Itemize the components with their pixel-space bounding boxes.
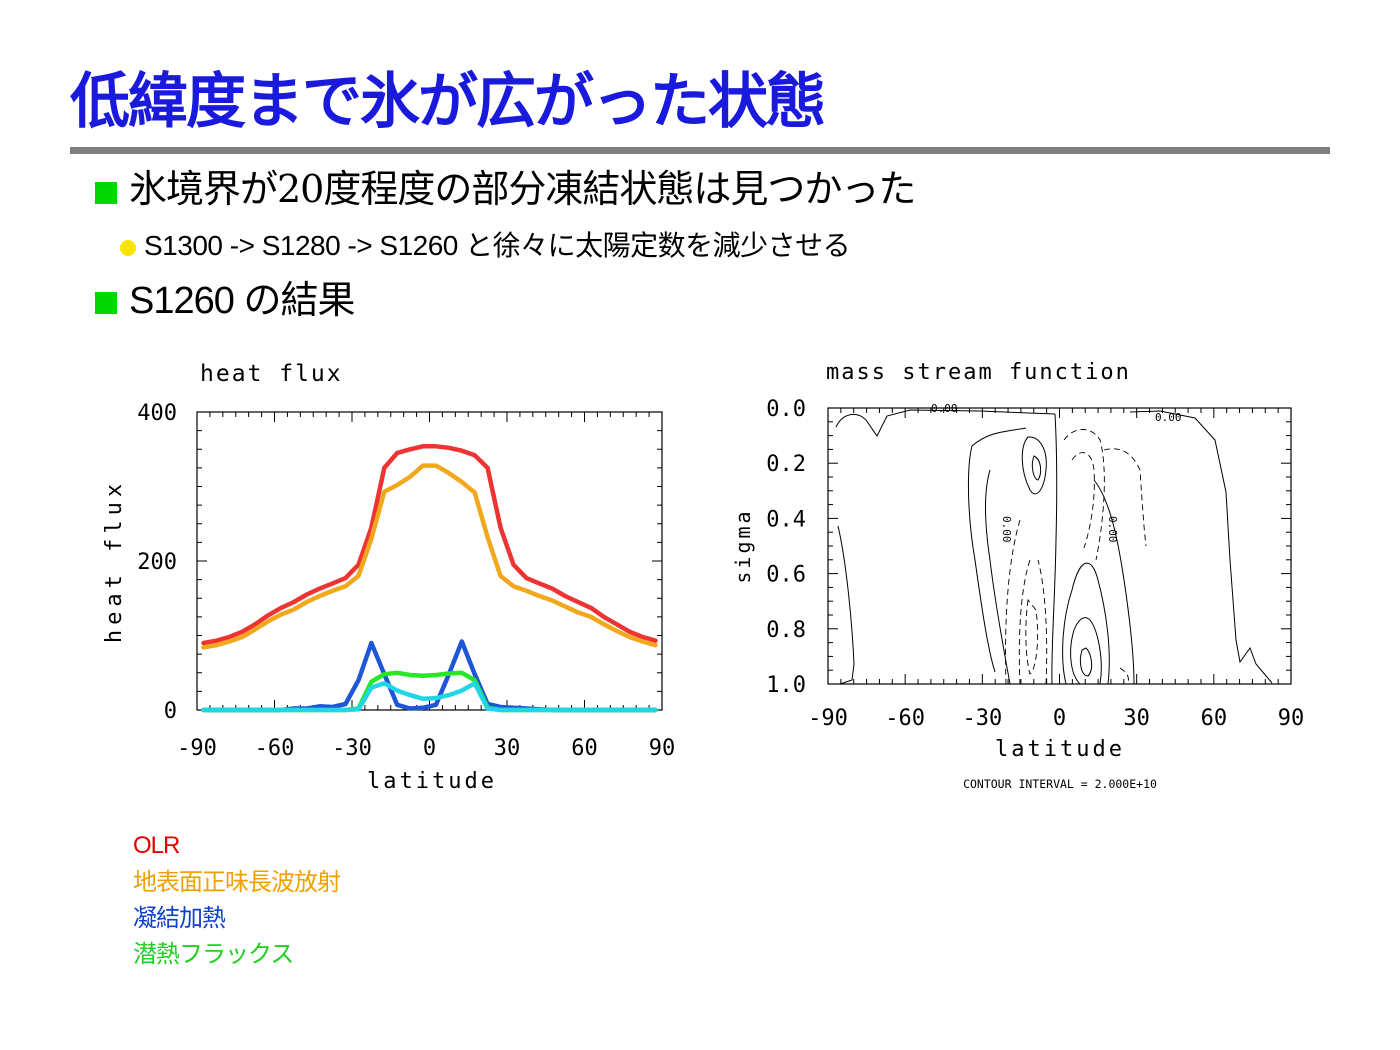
- chart2-y-tick-labels: 0.0 0.2 0.4 0.6 0.8 1.0: [766, 397, 806, 698]
- contour-line: [1103, 448, 1147, 547]
- dot-bullet-icon: [120, 239, 136, 256]
- chart2-ticks: [827, 407, 1292, 685]
- chart2-y-label: sigma: [731, 508, 755, 583]
- legend-item: 凝結加熱: [133, 904, 226, 932]
- contour-label: 0.00: [931, 402, 958, 415]
- contour-label: 0.00: [1106, 516, 1119, 543]
- y-tick-label: 0.8: [766, 618, 806, 643]
- square-bullet-icon: [95, 181, 117, 204]
- chart1-y-label: heat flux: [102, 479, 127, 643]
- contour-line: [1062, 562, 1110, 685]
- chart2-x-tick-labels: -90 -60 -30 0 30 60 90: [808, 706, 1304, 731]
- y-tick-label: 1.0: [766, 673, 806, 698]
- chart2-x-label: latitude: [995, 737, 1125, 762]
- contour-line: [985, 469, 1011, 685]
- contour-line: [1071, 452, 1095, 549]
- y-tick-label: 200: [137, 550, 177, 575]
- slide-title: 低緯度まで氷が広がった状態: [70, 67, 826, 137]
- x-tick-label: -60: [885, 706, 925, 731]
- y-tick-label: 0.6: [766, 563, 806, 588]
- contour-line: [837, 525, 855, 685]
- y-tick-label: 400: [137, 401, 177, 426]
- x-tick-label: 30: [1123, 706, 1150, 731]
- sub-bullet-1: S1300 -> S1280 -> S1260 と徐々に太陽定数を減少させる: [120, 230, 851, 261]
- stream-function-chart: mass stream function -90 -60 -30 0 30 60 90 0.…: [731, 360, 1304, 791]
- x-tick-label: 90: [649, 736, 676, 761]
- contour-label: 0.00: [1155, 411, 1182, 424]
- chart2-title: mass stream function: [826, 360, 1131, 385]
- x-tick-label: 60: [571, 736, 598, 761]
- chart1-x-label: latitude: [367, 769, 497, 794]
- bullet-2-text: S1260 の結果: [129, 280, 355, 322]
- contour-dashed-lines: [1005, 429, 1147, 685]
- contour-labels: 0.00 0.00 0.00 0.00: [931, 402, 1182, 543]
- x-tick-label: 60: [1201, 706, 1228, 731]
- legend-item: OLR: [133, 832, 180, 859]
- chart1-y-tick-labels: 0 200 400: [137, 401, 177, 724]
- y-tick-label: 0.2: [766, 452, 806, 477]
- legend-item: 潜熱フラックス: [133, 940, 294, 968]
- contour-line: [1079, 647, 1093, 677]
- contour-line: [1063, 429, 1105, 561]
- square-bullet-icon: [95, 291, 117, 314]
- contour-line: [835, 409, 1056, 437]
- contour-solid-lines: [835, 409, 1273, 685]
- x-tick-label: -30: [962, 706, 1002, 731]
- contour-line: [1018, 559, 1048, 685]
- contour-line: [967, 427, 1027, 673]
- contour-interval-note: CONTOUR INTERVAL = 2.000E+10: [963, 777, 1157, 791]
- contour-line: [1051, 413, 1058, 685]
- contour-line: [1070, 617, 1102, 685]
- contour-line: [1129, 410, 1273, 684]
- contour-line: [1093, 479, 1135, 685]
- series-line-2: [201, 463, 658, 650]
- legend-item: 地表面正味長波放射: [133, 868, 341, 896]
- x-tick-label: -90: [808, 706, 848, 731]
- series-line-5: [201, 680, 658, 713]
- chart1-ticks: [196, 411, 663, 711]
- chart1-series: [201, 444, 658, 713]
- contour-line: [1005, 519, 1021, 685]
- x-tick-label: 30: [494, 736, 521, 761]
- x-tick-label: -60: [255, 736, 295, 761]
- heat-flux-chart: heat flux -90 -60 -30 0 30 60 90 0 200 400 latit…: [102, 361, 675, 794]
- contour-line: [1031, 455, 1042, 481]
- contour-line: [1025, 598, 1039, 675]
- legend: OLR 地表面正味長波放射 凝結加熱潜熱フラックス: [133, 828, 341, 972]
- y-tick-label: 0.0: [766, 397, 806, 422]
- series-line-1: [201, 444, 658, 646]
- x-tick-label: 90: [1278, 706, 1305, 731]
- bullet-1: 氷境界が20度程度の部分凍結状態は見つかった: [95, 167, 916, 211]
- x-tick-label: -30: [332, 736, 372, 761]
- bullet-2: S1260 の結果: [95, 280, 355, 322]
- chart1-x-tick-labels: -90 -60 -30 0 30 60 90: [177, 736, 675, 761]
- sub-bullet-1-text: S1300 -> S1280 -> S1260 と徐々に太陽定数を減少させる: [144, 230, 851, 261]
- contour-line: [1119, 667, 1129, 685]
- x-tick-label: 0: [423, 736, 436, 761]
- contour-label: 0.00: [1000, 516, 1013, 543]
- y-tick-label: 0.4: [766, 507, 806, 532]
- title-rule: [70, 147, 1330, 154]
- bullet-1-text: 氷境界が20度程度の部分凍結状態は見つかった: [129, 167, 916, 211]
- chart1-frame: [196, 411, 663, 711]
- y-tick-label: 0: [164, 699, 177, 724]
- chart2-frame: [827, 407, 1292, 685]
- x-tick-label: 0: [1053, 706, 1066, 731]
- chart1-title: heat flux: [200, 361, 343, 387]
- contour-line: [1021, 436, 1047, 495]
- x-tick-label: -90: [177, 736, 217, 761]
